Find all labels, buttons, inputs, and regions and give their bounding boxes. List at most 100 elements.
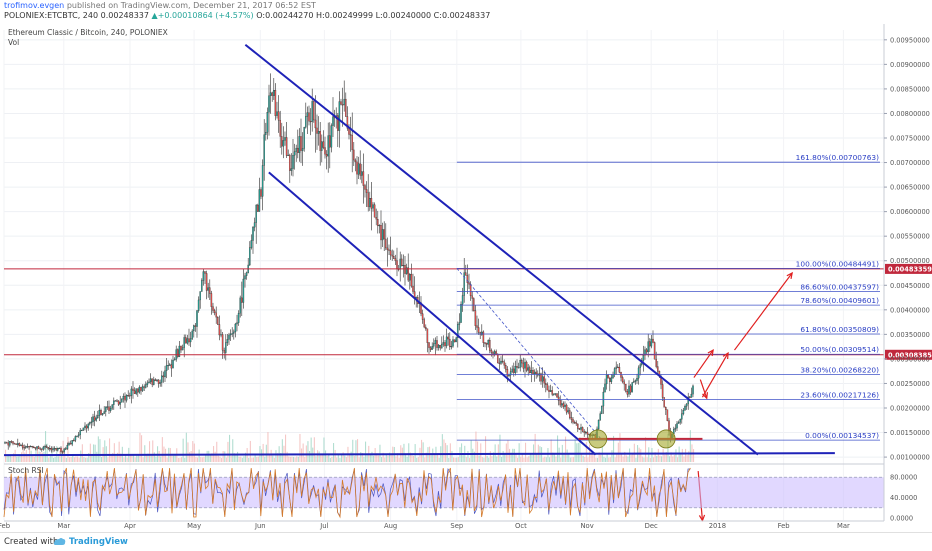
volume-bar <box>344 455 346 462</box>
candle-body <box>257 204 259 212</box>
candle-body <box>361 171 363 176</box>
candle-body <box>207 287 209 291</box>
time-axis-label: Jun <box>254 522 266 530</box>
candle-body <box>551 390 553 395</box>
candle-body <box>553 393 555 395</box>
price-tick-label: 0.00950000 <box>890 36 930 44</box>
volume-bar <box>160 456 162 462</box>
volume-bar <box>195 457 197 462</box>
volume-bar <box>630 454 632 462</box>
volume-bar <box>94 444 96 462</box>
candle-body <box>28 446 30 448</box>
volume-bar <box>645 437 647 462</box>
candle-body <box>573 422 576 424</box>
fib-level-label: 0.00%(0.00134537) <box>805 431 879 440</box>
candle-body <box>663 397 665 408</box>
candle-body <box>29 445 32 448</box>
volume-bar <box>61 454 63 462</box>
candle-body <box>500 360 502 364</box>
candle-body <box>527 367 529 371</box>
volume-bar <box>598 452 600 462</box>
candle-body <box>676 423 678 429</box>
candle-body <box>132 388 134 391</box>
candle-body <box>519 360 521 368</box>
candle-body <box>604 383 606 393</box>
volume-bar <box>65 457 67 462</box>
candle-body <box>244 275 246 280</box>
candle-body <box>148 381 150 384</box>
volume-bar <box>475 431 477 462</box>
volume-bar <box>616 453 618 462</box>
volume-bar <box>669 456 671 462</box>
candle-body <box>517 367 520 369</box>
price-axis: 0.00950000 0.00900000 0.00850000 0.00800000… <box>883 24 930 521</box>
candle-body <box>50 448 53 451</box>
candle-body <box>242 278 245 303</box>
volume-bar <box>528 456 530 462</box>
candle-body <box>556 393 558 398</box>
volume-bar <box>560 457 562 462</box>
candle-body <box>562 403 565 407</box>
volume-bar <box>155 456 157 462</box>
candle-body <box>298 136 301 153</box>
volume-bar <box>441 434 443 462</box>
candle-body <box>98 409 101 416</box>
volume-bar <box>233 453 235 462</box>
candle-body <box>375 217 377 220</box>
volume-bar <box>72 455 74 462</box>
volume-bar <box>46 443 48 462</box>
author-link[interactable]: trofimov.evgen <box>4 1 65 10</box>
volume-bar <box>544 456 546 462</box>
candle-body <box>474 310 477 326</box>
volume-bar <box>662 448 664 462</box>
candle-body <box>493 351 496 354</box>
candle-body <box>127 394 129 397</box>
trend-lines[interactable] <box>3 43 835 457</box>
candle-body <box>225 342 227 353</box>
volume-bar <box>185 432 187 462</box>
volume-bar <box>363 456 365 462</box>
volume-bar <box>182 438 184 462</box>
volume-bar <box>118 441 120 462</box>
volume-bar <box>248 457 250 462</box>
symbol-label[interactable]: POLONIEX:ETCBTC, 240 <box>4 11 99 20</box>
candle-body <box>53 448 56 450</box>
volume-bar <box>513 448 515 462</box>
time-axis-label: Mar <box>57 522 70 530</box>
volume-bar <box>686 455 688 462</box>
volume-bar <box>342 452 344 462</box>
candle-body <box>460 303 462 323</box>
volume-bar <box>641 456 643 462</box>
level-price-tag <box>885 349 932 360</box>
candle-body <box>197 299 200 311</box>
price-tick-label: 0.00550000 <box>890 233 930 241</box>
candle-body <box>621 377 624 383</box>
candle-body <box>130 388 133 396</box>
ohlc-low-label: L: <box>375 11 383 20</box>
candle-body <box>60 447 62 452</box>
volume-bar <box>272 455 274 462</box>
symbol-bar: POLONIEX:ETCBTC, 240 0.00248337 ▲+0.0001… <box>4 11 490 20</box>
candle-body <box>289 154 291 171</box>
candle-body <box>599 413 601 421</box>
candle-body <box>212 306 214 311</box>
volume-bar <box>19 455 21 462</box>
price-tick-label: 0.00300000 <box>890 355 930 363</box>
candle-body <box>501 360 504 363</box>
candle-body <box>405 267 408 274</box>
volume-bar <box>614 457 616 462</box>
volume-bar <box>469 457 471 462</box>
candle-body <box>482 331 485 343</box>
tradingview-brand[interactable]: TradingView <box>69 537 128 547</box>
candle-body <box>143 386 145 388</box>
candle-body <box>685 403 688 407</box>
volume-bar <box>281 439 283 462</box>
volume-bar <box>6 454 8 462</box>
candle-body <box>465 272 467 276</box>
price-chart[interactable]: 0.00483359 0.00308385 161.80%(0.00700763)… <box>0 0 932 532</box>
candle-body <box>258 189 261 212</box>
volume-bar <box>325 450 327 462</box>
candle-body <box>276 111 278 116</box>
ohlc-close-label: C: <box>433 11 442 20</box>
fibonacci-retracement[interactable]: 161.80%(0.00700763) 100.00%(0.00484491) 86… <box>456 153 880 441</box>
